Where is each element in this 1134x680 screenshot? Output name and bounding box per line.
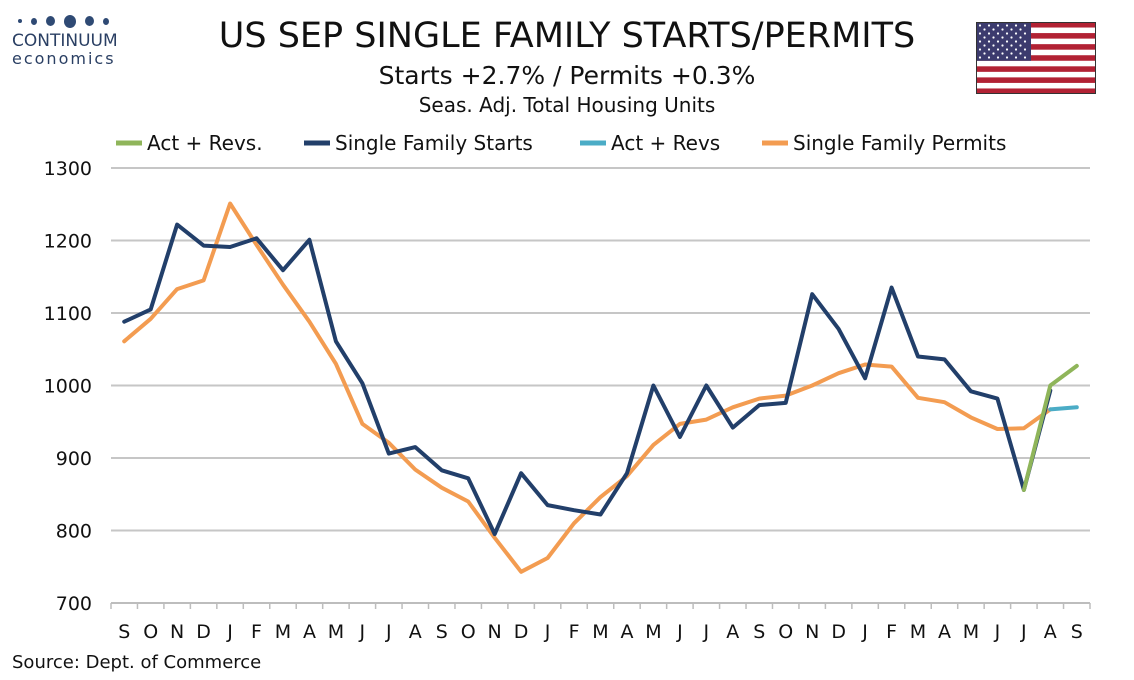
y-tick-label: 1200 [44,231,92,253]
x-tick-label: M [645,621,661,643]
x-tick-label: J [676,621,683,643]
logo-word-economics: economics [12,49,116,68]
x-tick-label: M [910,621,926,643]
x-tick-label: N [488,621,502,643]
logo-dot [64,14,76,28]
flag-border [976,22,1096,94]
logo-dot [18,19,22,23]
x-tick-label: J [385,621,392,643]
series-line-act-revs [1021,363,1079,492]
series-line-act-revs [1048,405,1079,412]
y-tick-label: 1000 [44,376,92,398]
series-line-single-family-starts [122,222,1053,537]
chart-series [122,201,1079,574]
legend-label: Act + Revs. [147,131,263,155]
chart-title: US SEP SINGLE FAMILY STARTS/PERMITS [218,16,916,56]
x-tick-label: N [170,621,184,643]
logo-dot [103,17,109,25]
x-tick-label: F [569,621,580,643]
flag-stars [978,24,1027,59]
x-tick-label: D [514,621,529,643]
y-tick-label: 1300 [44,158,92,180]
x-tick-label: D [831,621,846,643]
legend-label: Act + Revs [611,131,720,155]
x-tick-label: M [963,621,979,643]
x-tick-label: S [753,621,765,643]
logo-dot [46,16,55,26]
x-tick-label: M [592,621,608,643]
logo-dot [31,17,37,25]
y-tick-label: 1100 [44,303,92,325]
chart-gridlines [111,167,1090,532]
x-tick-label: J [703,621,710,643]
x-tick-label: A [303,621,316,643]
x-tick-label: S [436,621,448,643]
x-tick-label: F [251,621,262,643]
x-tick-label: M [328,621,344,643]
x-tick-label: J [1020,621,1027,643]
series-line-single-family-permits [122,201,1053,574]
y-tick-label: 700 [56,593,92,615]
x-tick-label: D [196,621,211,643]
x-tick-label: J [359,621,366,643]
x-tick-label: O [143,621,158,643]
continuum-economics-logo: CONTINUUM economics [12,14,132,74]
x-tick-label: A [938,621,951,643]
x-tick-label: N [805,621,819,643]
x-tick-label: J [861,621,868,643]
logo-word-continuum: CONTINUUM [12,31,118,51]
x-tick-label: S [118,621,130,643]
y-tick-label: 900 [56,448,92,470]
x-tick-label: A [1044,621,1057,643]
x-tick-label: J [994,621,1001,643]
chart-subtitle: Starts +2.7% / Permits +0.3% [378,61,756,90]
legend-label: Single Family Starts [335,131,533,155]
x-tick-label: F [886,621,897,643]
y-tick-label: 800 [56,521,92,543]
x-tick-label: A [409,621,422,643]
x-tick-label: M [275,621,291,643]
x-tick-label: A [726,621,739,643]
logo-dots [18,14,132,28]
x-tick-label: O [778,621,793,643]
chart-subtitle-units: Seas. Adj. Total Housing Units [418,93,716,117]
x-tick-label: J [226,621,233,643]
us-flag-icon [976,22,1096,94]
x-tick-label: S [1071,621,1083,643]
chart-legend: Act + Revs. Single Family Starts Act + Rev… [116,131,1006,155]
x-tick-label: J [544,621,551,643]
legend-label: Single Family Permits [793,131,1006,155]
x-tick-label: O [461,621,476,643]
logo-dot [85,16,94,26]
source-note: Source: Dept. of Commerce [12,652,262,673]
x-tick-label: A [620,621,633,643]
y-axis: 700 800 900 1000 1100 1200 1300 [44,158,92,615]
